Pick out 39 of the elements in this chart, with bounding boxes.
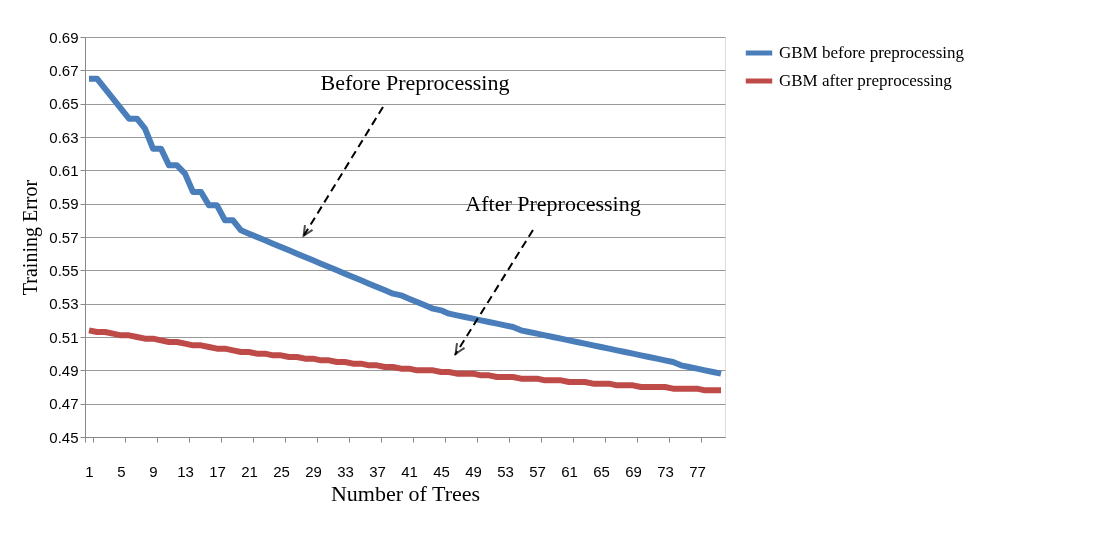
y-tick-label: 0.45 [49, 428, 79, 446]
x-tick-label: 37 [369, 462, 386, 480]
y-tick-label: 0.65 [49, 95, 79, 113]
x-tick-label: 53 [497, 462, 514, 480]
annotation: Before Preprocessing [320, 70, 510, 95]
y-tick-label: 0.57 [49, 228, 79, 246]
y-tick-label: 0.63 [49, 128, 79, 146]
y-tick-label: 0.53 [49, 295, 79, 313]
y-tick-label: 0.69 [49, 28, 79, 46]
legend-label: GBM after preprocessing [779, 71, 953, 90]
y-tick-label: 0.61 [49, 161, 79, 179]
x-tick-label: 33 [337, 462, 354, 480]
x-tick-label: 45 [433, 462, 450, 480]
y-tick-label: 0.51 [49, 328, 79, 346]
x-tick-label: 65 [593, 462, 610, 480]
y-tick-label: 0.55 [49, 261, 79, 279]
x-tick-label: 49 [465, 462, 482, 480]
x-axis-title: Number of Trees [330, 480, 481, 506]
y-tick-label: 0.47 [49, 395, 79, 413]
annotation: After Preprocessing [465, 191, 641, 216]
x-tick-label: 21 [241, 462, 258, 480]
x-tick-label: 9 [149, 462, 158, 480]
x-tick-label: 5 [117, 462, 126, 480]
x-tick-label: 73 [657, 462, 674, 480]
legend-label: GBM before preprocessing [779, 43, 965, 62]
y-tick-label: 0.59 [49, 195, 79, 213]
x-tick-label: 61 [561, 462, 578, 480]
y-tick-label: 0.67 [49, 61, 79, 79]
x-tick-label: 57 [529, 462, 546, 480]
x-tick-label: 25 [273, 462, 290, 480]
y-tick-label: 0.49 [49, 361, 79, 379]
x-tick-label: 29 [305, 462, 322, 480]
x-tick-label: 13 [177, 462, 194, 480]
x-tick-label: 17 [209, 462, 226, 480]
x-tick-label: 69 [625, 462, 642, 480]
x-tick-label: 41 [401, 462, 418, 480]
x-tick-label: 77 [689, 462, 706, 480]
x-tick-label: 1 [85, 462, 94, 480]
y-axis-title: Training Error [19, 179, 43, 296]
